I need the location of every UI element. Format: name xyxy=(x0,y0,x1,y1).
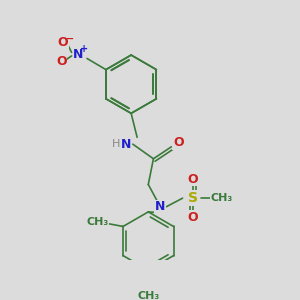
Text: N: N xyxy=(73,48,84,61)
Text: CH₃: CH₃ xyxy=(86,217,109,227)
Text: O: O xyxy=(58,36,68,49)
Text: O: O xyxy=(188,173,198,186)
Text: H: H xyxy=(112,139,120,149)
Text: O: O xyxy=(173,136,184,149)
Text: N: N xyxy=(121,138,131,151)
Text: O: O xyxy=(188,211,198,224)
Text: S: S xyxy=(188,191,198,205)
Text: CH₃: CH₃ xyxy=(211,193,233,203)
Text: O: O xyxy=(56,55,67,68)
Text: +: + xyxy=(80,44,88,54)
Text: N: N xyxy=(155,200,166,213)
Text: −: − xyxy=(66,34,74,44)
Text: CH₃: CH₃ xyxy=(137,291,159,300)
